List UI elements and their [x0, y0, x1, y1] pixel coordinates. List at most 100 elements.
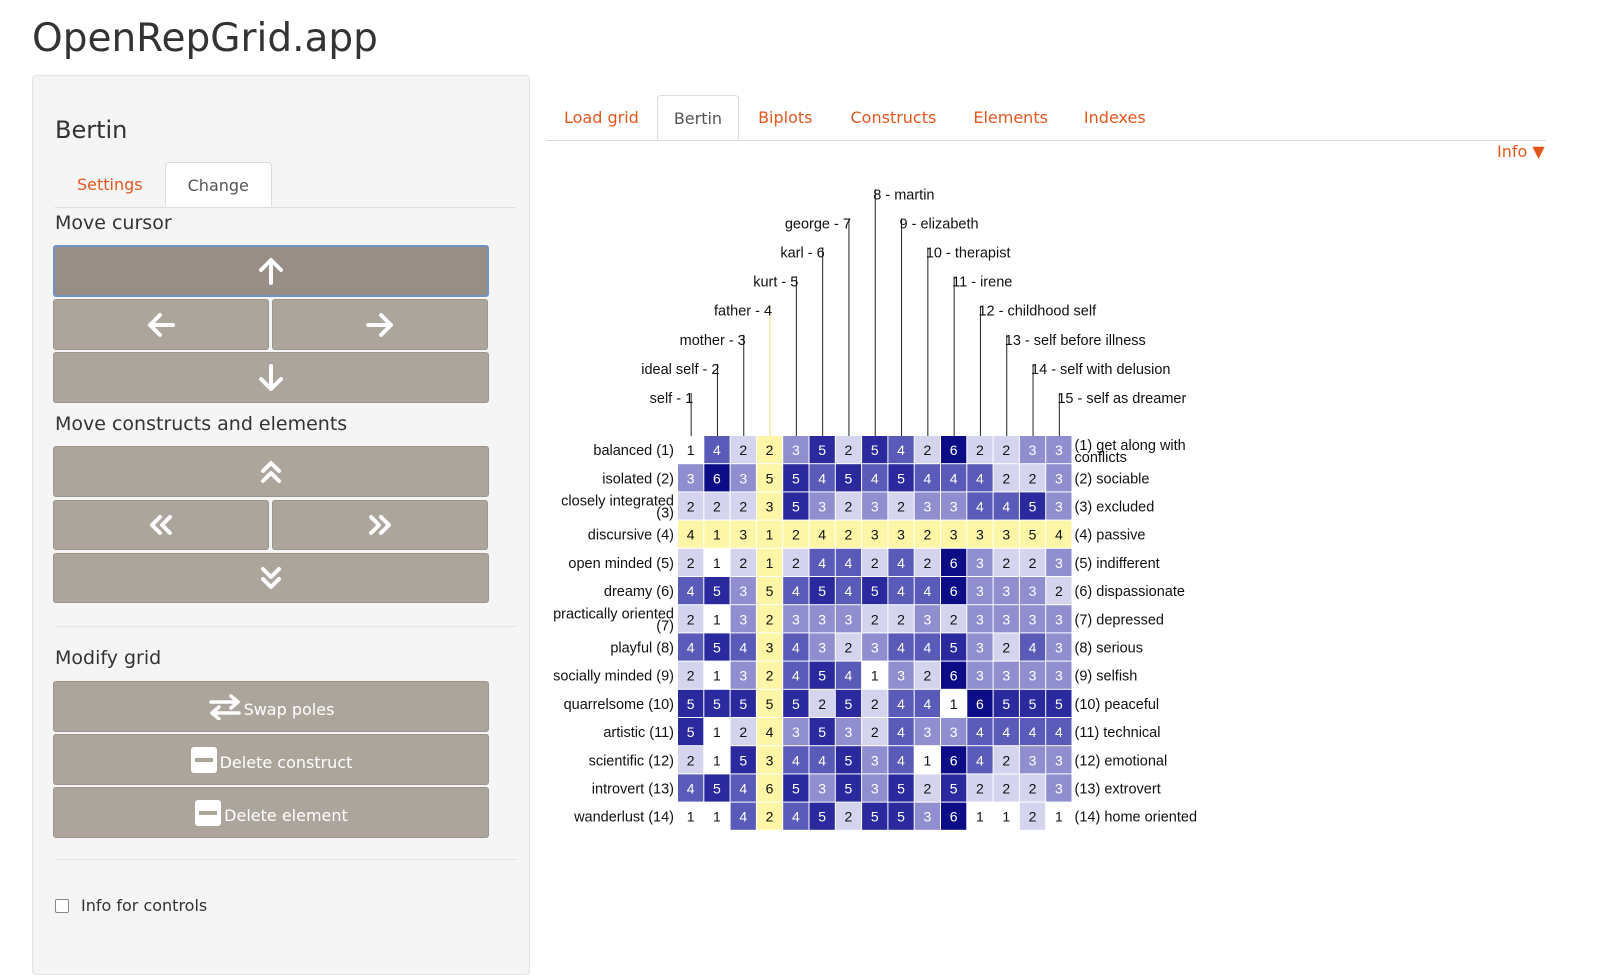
- grid-cell: [678, 492, 704, 520]
- move-construct-down-button[interactable]: [53, 553, 489, 603]
- grid-cell: [941, 689, 967, 717]
- grid-cell: [993, 746, 1019, 774]
- delete-element-button[interactable]: Delete element: [53, 787, 489, 838]
- cell-value: 5: [1029, 696, 1037, 712]
- tab-biplots[interactable]: Biplots: [758, 108, 813, 127]
- right-pole-label: (9) selfish: [1075, 669, 1138, 685]
- cell-value: 3: [1055, 442, 1063, 458]
- grid-cell: [967, 605, 993, 633]
- cell-value: 3: [1029, 611, 1037, 627]
- bertin-grid[interactable]: self - 1 ideal self - 2 mother - 3 father -…: [540, 180, 1220, 840]
- cell-value: 3: [1002, 527, 1010, 543]
- cell-value: 5: [818, 583, 826, 599]
- grid-cell: [888, 661, 914, 689]
- cursor-down-button[interactable]: [53, 352, 489, 403]
- cell-value: 2: [766, 611, 774, 627]
- grid-cell: [862, 802, 888, 830]
- grid-cell: [1019, 774, 1046, 802]
- cell-value: 2: [766, 809, 774, 825]
- grid-cell: [1019, 436, 1046, 464]
- grid-cell: [888, 577, 914, 605]
- cell-value: 3: [1055, 668, 1063, 684]
- element-label: 13 - self before illness: [1005, 333, 1146, 349]
- cell-value: 5: [897, 809, 905, 825]
- grid-cell: [1019, 689, 1046, 717]
- move-element-left-button[interactable]: [53, 500, 269, 550]
- cell-value: 2: [923, 781, 931, 797]
- cell-value: 4: [923, 696, 931, 712]
- arrow-right-icon: [366, 311, 394, 339]
- grid-cell: [809, 661, 835, 689]
- grid-cell: [1046, 689, 1072, 717]
- grid-cell: [809, 464, 835, 492]
- cell-value: 3: [923, 724, 931, 740]
- grid-cell: [809, 492, 835, 520]
- divider: [55, 626, 517, 627]
- grid-cell: [1019, 661, 1046, 689]
- left-pole-label: practically oriented: [553, 606, 674, 622]
- cell-value: 4: [1002, 724, 1010, 740]
- cell-value: 2: [1002, 470, 1010, 486]
- cell-value: 1: [713, 752, 721, 768]
- tab-constructs[interactable]: Constructs: [850, 108, 937, 127]
- tab-bertin[interactable]: Bertin: [656, 95, 740, 140]
- cursor-right-button[interactable]: [272, 299, 488, 350]
- grid-cell: [941, 605, 967, 633]
- cell-value: 3: [687, 470, 695, 486]
- grid-cell: [914, 718, 940, 746]
- element-label: 15 - self as dreamer: [1057, 391, 1186, 407]
- info-controls-checkbox-row[interactable]: Info for controls: [55, 896, 207, 915]
- cell-value: 3: [976, 640, 984, 656]
- cell-value: 2: [766, 442, 774, 458]
- cell-value: 5: [871, 583, 879, 599]
- info-controls-checkbox[interactable]: [55, 898, 69, 913]
- app-title: OpenRepGrid.app: [32, 16, 378, 61]
- info-toggle[interactable]: Info ▼: [1497, 142, 1545, 161]
- cell-value: 1: [923, 752, 931, 768]
- cell-value: 1: [871, 668, 879, 684]
- cursor-up-button[interactable]: [53, 245, 489, 297]
- grid-cell: [704, 661, 730, 689]
- cell-value: 2: [871, 555, 879, 571]
- move-element-right-button[interactable]: [272, 500, 488, 550]
- grid-cell: [678, 436, 704, 464]
- grid-cell: [730, 746, 756, 774]
- move-construct-up-button[interactable]: [53, 446, 489, 497]
- left-pole-label: balanced (1): [593, 443, 674, 459]
- cell-value: 1: [976, 809, 984, 825]
- left-pole-label: scientific (12): [589, 753, 674, 769]
- cursor-left-button[interactable]: [53, 299, 269, 350]
- swap-poles-button[interactable]: Swap poles: [53, 681, 489, 732]
- grid-cell: [1019, 520, 1046, 548]
- element-label: 9 - elizabeth: [900, 216, 979, 232]
- grid-cell: [756, 633, 783, 661]
- grid-cell: [914, 577, 940, 605]
- grid-cell: [967, 577, 993, 605]
- tab-load-grid[interactable]: Load grid: [564, 108, 639, 127]
- grid-cell: [809, 802, 835, 830]
- sidebar-title: Bertin: [55, 116, 128, 144]
- grid-cell: [756, 548, 783, 576]
- grid-cell: [967, 520, 993, 548]
- grid-cell: [756, 718, 783, 746]
- left-pole-label: quarrelsome (10): [564, 697, 674, 713]
- delete-construct-button[interactable]: Delete construct: [53, 734, 489, 785]
- grid-cell: [835, 633, 862, 661]
- cell-value: 3: [1029, 752, 1037, 768]
- element-label: 11 - irene: [952, 275, 1012, 291]
- cell-value: 1: [1055, 809, 1063, 825]
- tab-change[interactable]: Change: [164, 162, 272, 207]
- grid-cell: [704, 464, 730, 492]
- cell-value: 3: [1055, 499, 1063, 515]
- cell-value: 5: [845, 781, 853, 797]
- grid-cell: [756, 746, 783, 774]
- cell-value: 5: [792, 781, 800, 797]
- cell-value: 3: [897, 668, 905, 684]
- tab-indexes[interactable]: Indexes: [1083, 108, 1146, 127]
- grid-cell: [862, 718, 888, 746]
- tab-settings[interactable]: Settings: [77, 175, 143, 194]
- left-pole-label: introvert (13): [592, 782, 674, 798]
- tab-elements[interactable]: Elements: [973, 108, 1048, 127]
- grid-cell: [862, 548, 888, 576]
- grid-cell: [756, 577, 783, 605]
